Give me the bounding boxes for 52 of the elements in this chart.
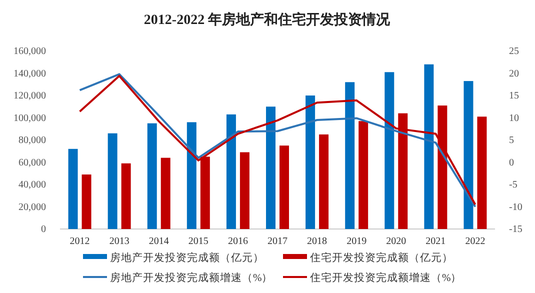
bar: [280, 146, 289, 229]
y-tick-label: 120,000: [14, 90, 46, 102]
x-tick-label: 2014: [148, 236, 169, 248]
legend-label: 房地产开发投资完成额增速（%）: [110, 271, 273, 284]
y2-tick-label: 10: [509, 112, 519, 124]
legend-label: 房地产开发投资完成额（亿元）: [110, 251, 264, 264]
y-tick-label: 60,000: [18, 157, 46, 168]
bar: [121, 163, 131, 229]
y-tick-label: 80,000: [18, 135, 46, 146]
y2-tick-label: 15: [509, 90, 519, 102]
y2-tick-label: 5: [509, 135, 514, 146]
legend-label: 住宅开发投资完成额（亿元）: [310, 251, 453, 264]
bar: [240, 152, 250, 229]
x-tick-label: 2020: [386, 236, 406, 248]
x-tick-label: 2013: [109, 236, 130, 248]
bar: [358, 121, 368, 229]
y2-tick-label: 20: [509, 68, 519, 80]
x-tick-label: 2019: [346, 236, 367, 248]
chart-title: 2012-2022 年房地产和住宅开发投资情况: [144, 11, 392, 28]
bar: [266, 106, 276, 229]
bar: [424, 64, 434, 229]
bar: [464, 81, 474, 229]
x-tick-label: 2016: [228, 236, 248, 248]
y-tick-label: 160,000: [14, 46, 46, 58]
y-tick-label: 100,000: [14, 112, 46, 124]
x-tick-label: 2021: [426, 236, 446, 248]
y2-tick-label: -10: [509, 202, 522, 213]
x-tick-label: 2017: [268, 236, 288, 248]
y2-tick-label: -15: [509, 224, 522, 236]
legend-label: 住宅开发投资完成额增速（%）: [310, 271, 462, 284]
bar: [384, 72, 394, 229]
x-tick-label: 2015: [188, 236, 208, 248]
bar: [68, 148, 78, 229]
y-tick-label: 40,000: [18, 180, 46, 191]
x-tick-label: 2022: [465, 236, 486, 248]
x-tick-label: 2012: [70, 236, 90, 248]
x-tick-label: 2018: [307, 236, 328, 248]
y2-tick-label: 0: [509, 157, 514, 168]
bar: [306, 96, 316, 229]
y-tick-label: 0: [41, 224, 46, 236]
bar: [160, 158, 170, 229]
bar: [82, 174, 92, 229]
y2-tick-label: -5: [509, 180, 518, 191]
y-tick-label: 140,000: [14, 68, 46, 80]
bar: [345, 82, 355, 229]
y-tick-label: 20,000: [18, 202, 46, 213]
bar: [108, 133, 118, 229]
bar: [186, 122, 196, 229]
y2-tick-label: 25: [509, 46, 519, 58]
bar: [319, 134, 329, 229]
bar: [147, 123, 157, 229]
bar: [226, 114, 236, 229]
